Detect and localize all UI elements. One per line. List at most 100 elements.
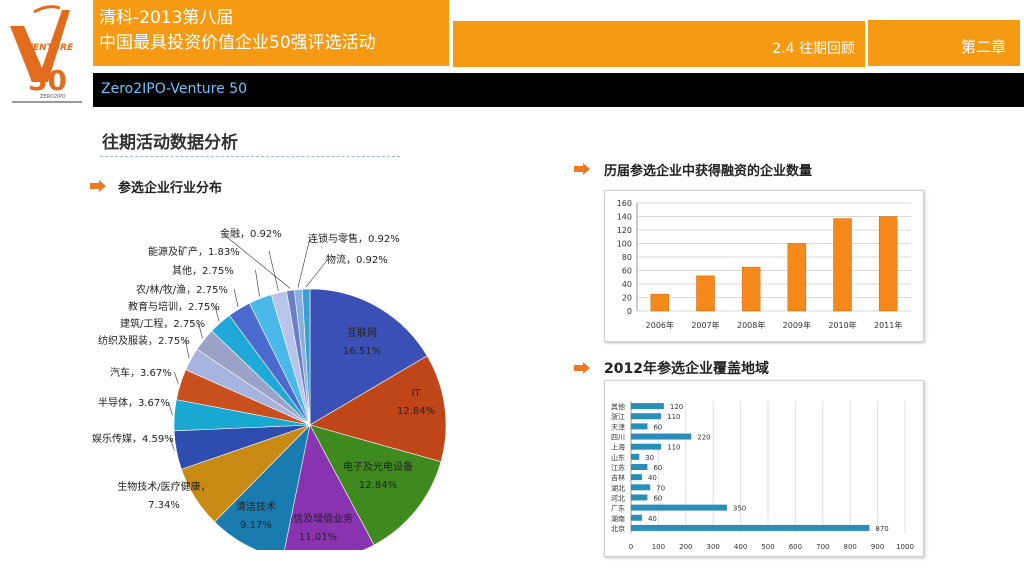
pie-outside-label: 建筑/工程，2.75% [120, 317, 205, 330]
region-bar [631, 504, 727, 511]
x-tick-label: 300 [707, 543, 720, 551]
pie-label: 清洁技术 [236, 500, 276, 513]
y-tick-label: 浙江 [611, 412, 625, 421]
y-tick-label: 60 [622, 267, 632, 276]
x-tick-label: 400 [734, 543, 747, 551]
y-tick-label: 40 [622, 280, 632, 289]
sub-bar-label: Zero2IPO-Venture 50 [101, 81, 248, 97]
pie-leader-line [170, 437, 175, 451]
x-tick-label: 2010年 [828, 320, 856, 330]
pie-leader-line [268, 250, 279, 291]
page-title: 往期活动数据分析 [102, 133, 238, 153]
region-bar [631, 423, 648, 430]
pie-outside-label: 物流，0.92% [326, 253, 388, 266]
region-bar [631, 433, 692, 440]
region-section-title: 2012年参选企业覆盖地域 [604, 361, 769, 377]
x-tick-label: 2006年 [646, 320, 674, 330]
data-label: 350 [733, 505, 746, 513]
funding-section-title: 历届参选企业中获得融资的企业数量 [604, 164, 813, 179]
x-tick-label: 800 [844, 543, 857, 551]
x-tick-label: 700 [816, 543, 829, 551]
pie-outside-label: 农/林/牧/渔，2.75% [136, 283, 228, 296]
title-line1: 清科-2013第八届 [99, 8, 234, 28]
pie-leader-line [305, 258, 329, 288]
pie-outside-label: 能源及矿产，1.83% [148, 245, 240, 258]
x-tick-label: 100 [652, 543, 665, 551]
title-divider [100, 156, 400, 157]
x-tick-label: 2011年 [874, 320, 902, 330]
pie-slice [309, 424, 442, 546]
chapter-label: 第二章 [960, 38, 1006, 56]
pie-label: 生物技术/医疗健康， [117, 480, 210, 493]
x-tick-label: 2008年 [737, 320, 765, 330]
x-tick-label: 0 [629, 543, 633, 551]
region-bar [631, 453, 640, 460]
data-label: 60 [653, 494, 662, 502]
pie-label: IT [411, 388, 421, 399]
pie-label: 电子及光电设备 [343, 460, 413, 473]
pie-outside-label: 汽车，3.67% [110, 366, 172, 379]
header-title: 清科-2013第八届 中国最具投资价值企业50强评选活动 [93, 0, 449, 66]
data-label: 220 [697, 434, 710, 442]
pie-outside-label: 教育与培训，2.75% [128, 300, 220, 313]
pie-leader-line [233, 288, 239, 308]
region-bar [631, 474, 642, 481]
pie-leader-line [297, 237, 311, 288]
region-bar-chart: 0 100 200 300 400 500 600 700 800 900 1000 其他 120 浙江 1… [611, 401, 914, 551]
y-tick-label: 吉林 [611, 473, 625, 482]
pie-leader-line [184, 339, 190, 359]
pie-section-title: 参选企业行业分布 [118, 181, 223, 196]
data-label: 60 [653, 464, 662, 472]
y-tick-label: 湖南 [611, 514, 625, 523]
y-tick-label: 江苏 [611, 463, 625, 472]
pie-outside-label: 其他，2.75% [172, 264, 234, 277]
x-tick-label: 200 [679, 543, 692, 551]
chapter-tab: 第二章 [868, 20, 1020, 66]
pie-leader-line [255, 269, 260, 297]
data-label: 110 [667, 444, 680, 452]
y-tick-label: 120 [617, 226, 632, 235]
funding-bar [741, 266, 761, 312]
pie-outside-label: 娱乐传媒，4.59% [92, 432, 174, 445]
region-bar [631, 524, 870, 531]
y-tick-label: 上海 [611, 443, 625, 452]
y-tick-label: 四川 [611, 434, 625, 442]
data-label: 70 [656, 484, 665, 492]
pie-value-label: 9.17% [240, 520, 272, 531]
funding-bar [696, 275, 715, 312]
pie-leader-line [221, 232, 291, 289]
x-tick-label: 500 [761, 543, 774, 551]
data-label: 30 [645, 454, 654, 462]
section-tab: 2.4 往期回顾 [452, 20, 866, 68]
y-tick-label: 80 [622, 253, 632, 262]
region-bar [631, 464, 648, 470]
pie-leader-line [198, 322, 203, 339]
data-label: 40 [648, 474, 657, 482]
pie-outside-label: 金融，0.92% [220, 227, 282, 240]
x-tick-label: 900 [871, 543, 884, 551]
funding-chart-frame: 0 20 40 60 80 100 120 140 160 2006年 2007年 2008年 2009… [604, 190, 924, 342]
region-chart-frame: 0 100 200 300 400 500 600 700 800 900 1000 其他 120 浙江 1… [604, 380, 924, 557]
pie-value-label: 12.84% [359, 480, 397, 491]
region-bar [631, 413, 662, 420]
y-tick-label: 广东 [611, 504, 625, 513]
funding-bar [878, 216, 898, 312]
pie-value-label: 11.01% [299, 532, 337, 543]
pie-slice [309, 355, 447, 463]
industry-pie-chart: 互联网 16.51% IT 12.84% 电子及光电设备 12.84% 电信及增值业务 11.… [92, 227, 447, 550]
title-line2: 中国最具投资价值企业50强评选活动 [99, 33, 376, 53]
funding-bar [650, 293, 670, 312]
y-tick-label: 0 [627, 307, 632, 316]
pie-value-label: 12.84% [397, 406, 435, 417]
y-tick-label: 160 [617, 199, 632, 208]
x-tick-label: 2007年 [691, 320, 719, 330]
funding-bar [787, 243, 807, 312]
pie-outside-label: 半导体，3.67% [98, 396, 170, 409]
y-tick-label: 山东 [611, 453, 625, 462]
pie-slice [309, 288, 428, 426]
region-bar [631, 514, 642, 521]
pie-leader-line [173, 371, 179, 384]
x-tick-label: 2009年 [783, 320, 811, 330]
pie-leader-line [214, 305, 220, 322]
pie-value-label: 7.34% [148, 500, 180, 511]
